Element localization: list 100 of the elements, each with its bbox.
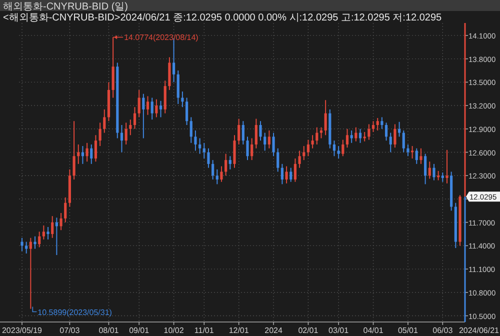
x-tick-label: 11/01 xyxy=(194,326,214,335)
candlestick xyxy=(142,93,145,139)
candlestick xyxy=(216,168,218,185)
candlestick xyxy=(220,166,223,182)
candlestick xyxy=(238,118,240,145)
candlestick xyxy=(60,212,62,231)
candlestick xyxy=(368,124,370,140)
candlestick xyxy=(190,116,192,144)
x-tick-label: 07/03 xyxy=(60,326,80,335)
candlestick xyxy=(155,98,158,118)
candlestick xyxy=(320,126,323,139)
x-tick-label: 02/01 xyxy=(298,326,319,335)
candlestick xyxy=(94,134,98,162)
candlestick xyxy=(428,161,431,180)
candlestick xyxy=(38,231,41,248)
candlestick xyxy=(98,122,102,147)
candlestick xyxy=(124,122,128,145)
candlestick xyxy=(202,142,206,159)
candlestick xyxy=(280,163,284,185)
candlestick xyxy=(168,56,171,90)
x-tick-label: 2024 xyxy=(264,326,283,335)
x-tick-label: 03/01 xyxy=(328,326,350,335)
x-tick-label: 09/01 xyxy=(129,326,150,335)
candlestick xyxy=(259,120,262,142)
candlestick xyxy=(424,153,427,185)
candlestick xyxy=(337,146,340,159)
candlestick xyxy=(90,144,93,164)
candlestick xyxy=(350,130,353,144)
candlestick xyxy=(290,167,292,182)
candlestick xyxy=(146,96,150,116)
candlestick xyxy=(46,226,50,240)
candlestick xyxy=(64,196,67,223)
candlestick xyxy=(176,70,180,104)
candlestick xyxy=(432,163,436,181)
x-tick-label: 04/01 xyxy=(363,326,384,335)
candlestick xyxy=(380,116,384,130)
candlestick xyxy=(376,117,379,131)
candlestick xyxy=(398,121,401,138)
candlestick xyxy=(242,120,244,145)
annotation: 10.5899(2023/05/31) xyxy=(32,306,112,317)
candlestick xyxy=(86,142,88,162)
candlestick xyxy=(129,119,132,136)
candlestick xyxy=(164,80,166,114)
candlestick xyxy=(138,89,140,118)
candlestick xyxy=(410,146,414,159)
x-tick-label: 08/01 xyxy=(98,326,120,335)
candlestick xyxy=(29,237,32,310)
candlestick xyxy=(316,126,318,145)
candlestick xyxy=(363,132,366,142)
candlestick xyxy=(384,122,388,142)
candlestick xyxy=(268,130,270,149)
candlestick xyxy=(246,136,249,161)
candlestick xyxy=(272,132,275,157)
candlestick xyxy=(406,144,410,157)
candlestick xyxy=(264,132,266,152)
candlestick xyxy=(437,170,440,181)
candlestick xyxy=(402,130,405,153)
x-tick-label: 2023/05/19 xyxy=(2,326,43,335)
x-tick-label: 12/01 xyxy=(228,326,250,335)
candlestick xyxy=(120,124,124,153)
annotation: 14.0774(2023/08/14) xyxy=(112,33,198,42)
candlestick xyxy=(159,100,162,118)
candlestick xyxy=(332,140,336,157)
candlestick xyxy=(446,149,448,184)
title: 해외통화-CNYRUB-BID (일) xyxy=(3,2,128,12)
candlestick xyxy=(233,134,236,168)
candlestick xyxy=(51,216,54,238)
candlestick xyxy=(276,148,280,172)
candlestick xyxy=(346,128,349,148)
candlestick xyxy=(306,139,310,157)
candlestick xyxy=(285,166,288,184)
date-tag: 2024/06/21 xyxy=(458,326,499,335)
candlestick xyxy=(415,148,418,164)
candlestick xyxy=(394,124,396,148)
candlestick xyxy=(25,241,28,254)
subtitle: <해외통화-CNYRUB-BID>2024/06/21 종:12.0295 0.0000 0.00% 시:12.0295 고:12.0295 저:12.0295 xyxy=(3,12,442,24)
x-tick-label: 10/02 xyxy=(164,326,184,335)
x-tick-label: 06/03 xyxy=(432,326,454,335)
candlestick xyxy=(133,106,136,130)
x-tick-label: 05/01 xyxy=(398,326,419,335)
candlestick xyxy=(441,172,444,182)
candlestick xyxy=(420,148,422,164)
candlestick xyxy=(298,150,301,168)
candlestick xyxy=(224,153,228,176)
candlestick xyxy=(212,160,214,180)
candlestick xyxy=(250,138,254,161)
candlestick xyxy=(194,130,197,152)
candlestick xyxy=(185,97,188,126)
candlestick xyxy=(42,224,45,240)
candlestick xyxy=(103,108,106,134)
candlestick xyxy=(207,148,210,168)
candlestick xyxy=(181,91,184,108)
candlestick xyxy=(72,120,76,180)
candlestick xyxy=(198,138,202,154)
candlestick xyxy=(294,158,297,182)
candlestick xyxy=(324,100,327,136)
candlestick xyxy=(112,36,114,98)
candlestick xyxy=(342,139,344,157)
annotation: 10.5899(2023/05/31) xyxy=(38,308,112,317)
candlestick xyxy=(150,97,154,120)
